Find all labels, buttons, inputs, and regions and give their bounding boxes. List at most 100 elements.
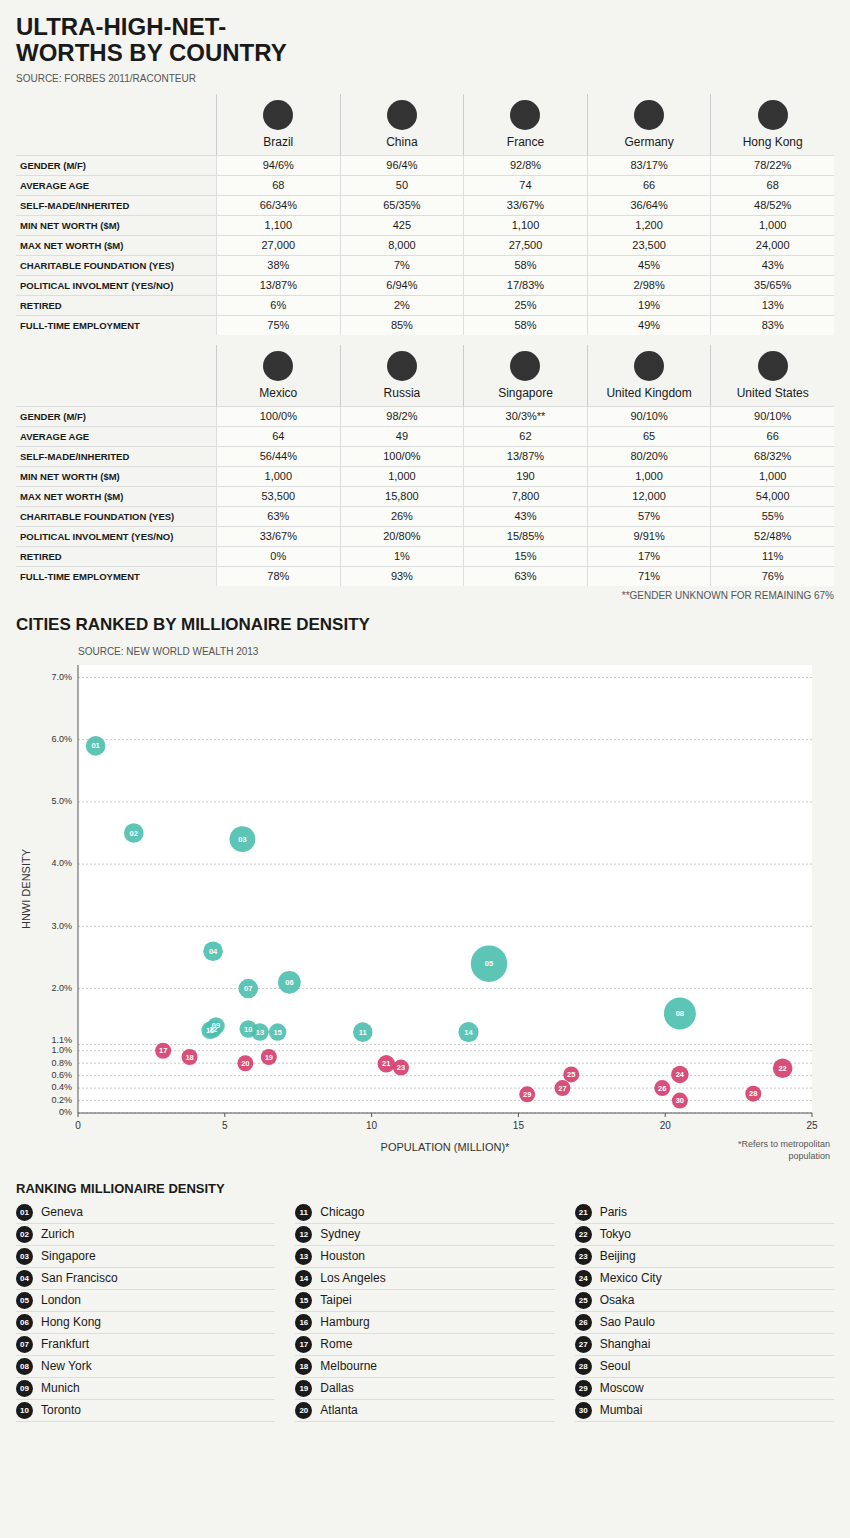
x-tick-label: 15 xyxy=(513,1120,525,1131)
table-cell: 64 xyxy=(216,426,340,446)
ranking-item: 29Moscow xyxy=(575,1378,834,1400)
rank-badge: 26 xyxy=(575,1314,592,1331)
rank-badge: 15 xyxy=(295,1292,312,1309)
ranking-column: 11Chicago12Sydney13Houston14Los Angeles1… xyxy=(295,1202,554,1422)
rank-name: London xyxy=(41,1293,81,1307)
point-label: 14 xyxy=(464,1027,473,1036)
column-name: Germany xyxy=(624,135,673,149)
rank-badge: 19 xyxy=(295,1380,312,1397)
rank-name: Singapore xyxy=(41,1249,96,1263)
table-cell: 33/67% xyxy=(463,195,587,215)
ranking-item: 05London xyxy=(16,1290,275,1312)
ranking-columns: 01Geneva02Zurich03Singapore04San Francis… xyxy=(16,1202,834,1422)
point xyxy=(471,945,507,981)
ranking-item: 18Melbourne xyxy=(295,1356,554,1378)
table-cell: 68/32% xyxy=(710,446,834,466)
table-cell: 100/0% xyxy=(216,406,340,426)
flag xyxy=(634,100,664,130)
point xyxy=(654,1080,670,1096)
table-cell: 38% xyxy=(216,255,340,275)
rank-name: Seoul xyxy=(600,1359,631,1373)
y-tick-label: 0.8% xyxy=(51,1057,72,1067)
row-label: RETIRED xyxy=(16,295,216,315)
ranking-item: 20Atlanta xyxy=(295,1400,554,1422)
header-blank xyxy=(16,94,216,155)
rank-name: Dallas xyxy=(320,1381,353,1395)
table-cell: 92/8% xyxy=(463,155,587,175)
row-label: SELF-MADE/INHERITED xyxy=(16,446,216,466)
rank-badge: 18 xyxy=(295,1358,312,1375)
column-header: Germany xyxy=(587,94,711,155)
table-cell: 1,100 xyxy=(216,215,340,235)
point-label: 27 xyxy=(558,1083,566,1092)
x-tick xyxy=(371,1113,372,1117)
column-header: Singapore xyxy=(463,345,587,406)
rank-name: Los Angeles xyxy=(320,1271,385,1285)
x-tick-label: 20 xyxy=(660,1120,672,1131)
table-cell: 20/80% xyxy=(340,526,464,546)
rank-badge: 16 xyxy=(295,1314,312,1331)
point xyxy=(353,1022,373,1042)
row-label: POLITICAL INVOLMENT (YES/NO) xyxy=(16,275,216,295)
ranking-item: 04San Francisco xyxy=(16,1268,275,1290)
plot-area xyxy=(78,665,812,1113)
table-cell: 83/17% xyxy=(587,155,711,175)
table-cell: 1,100 xyxy=(463,215,587,235)
table-cell: 96/4% xyxy=(340,155,464,175)
rank-badge: 22 xyxy=(575,1226,592,1243)
grid-line xyxy=(78,1112,812,1113)
row-label: SELF-MADE/INHERITED xyxy=(16,195,216,215)
y-axis-line xyxy=(78,665,79,1113)
rank-name: Atlanta xyxy=(320,1403,357,1417)
source: SOURCE: NEW WORLD WEALTH 2013 xyxy=(78,646,259,657)
row-label: AVERAGE AGE xyxy=(16,175,216,195)
flag xyxy=(510,351,540,381)
point-label: 24 xyxy=(676,1070,685,1079)
y-tick-label: 1.0% xyxy=(51,1045,72,1055)
row-label: FULL-TIME EMPLOYMENT xyxy=(16,315,216,335)
table-cell: 8,000 xyxy=(340,235,464,255)
rank-badge: 04 xyxy=(16,1270,33,1287)
column-name: United Kingdom xyxy=(606,386,691,400)
point-label: 21 xyxy=(382,1059,390,1068)
ranking-item: 28Seoul xyxy=(575,1356,834,1378)
column-name: United States xyxy=(737,386,809,400)
rank-name: Mumbai xyxy=(600,1403,643,1417)
y-tick-label: 5.0% xyxy=(51,796,72,806)
point xyxy=(155,1043,171,1059)
table-cell: 66 xyxy=(710,426,834,446)
flag xyxy=(634,351,664,381)
point-label: 16 xyxy=(206,1026,214,1035)
table-cell: 48/52% xyxy=(710,195,834,215)
table-cell: 7% xyxy=(340,255,464,275)
rank-badge: 10 xyxy=(16,1402,33,1419)
column-name: Mexico xyxy=(259,386,297,400)
rank-name: Zurich xyxy=(41,1227,74,1241)
y-tick-label: 7.0% xyxy=(51,672,72,682)
point xyxy=(201,1021,219,1039)
rank-badge: 08 xyxy=(16,1358,33,1375)
table-cell: 25% xyxy=(463,295,587,315)
y-tick-label: 6.0% xyxy=(51,734,72,744)
table-cell: 45% xyxy=(587,255,711,275)
row-label: RETIRED xyxy=(16,546,216,566)
rank-badge: 30 xyxy=(575,1402,592,1419)
point xyxy=(664,997,696,1029)
annotation-line: population xyxy=(788,1151,830,1161)
rank-name: New York xyxy=(41,1359,92,1373)
table-cell: 54,000 xyxy=(710,486,834,506)
point xyxy=(124,823,144,843)
source: SOURCE: FORBES 2011/RACONTEUR xyxy=(16,73,834,84)
ranking-item: 06Hong Kong xyxy=(16,1312,275,1334)
table-cell: 65/35% xyxy=(340,195,464,215)
point-label: 30 xyxy=(676,1096,684,1105)
row-label: MIN NET WORTH ($M) xyxy=(16,466,216,486)
grid-line xyxy=(78,863,812,864)
table-cell: 1% xyxy=(340,546,464,566)
table-cell: 26% xyxy=(340,506,464,526)
rank-name: Shanghai xyxy=(600,1337,651,1351)
grid-line xyxy=(78,1075,812,1076)
table-cell: 15/85% xyxy=(463,526,587,546)
table-cell: 1,000 xyxy=(710,466,834,486)
table-cell: 52/48% xyxy=(710,526,834,546)
